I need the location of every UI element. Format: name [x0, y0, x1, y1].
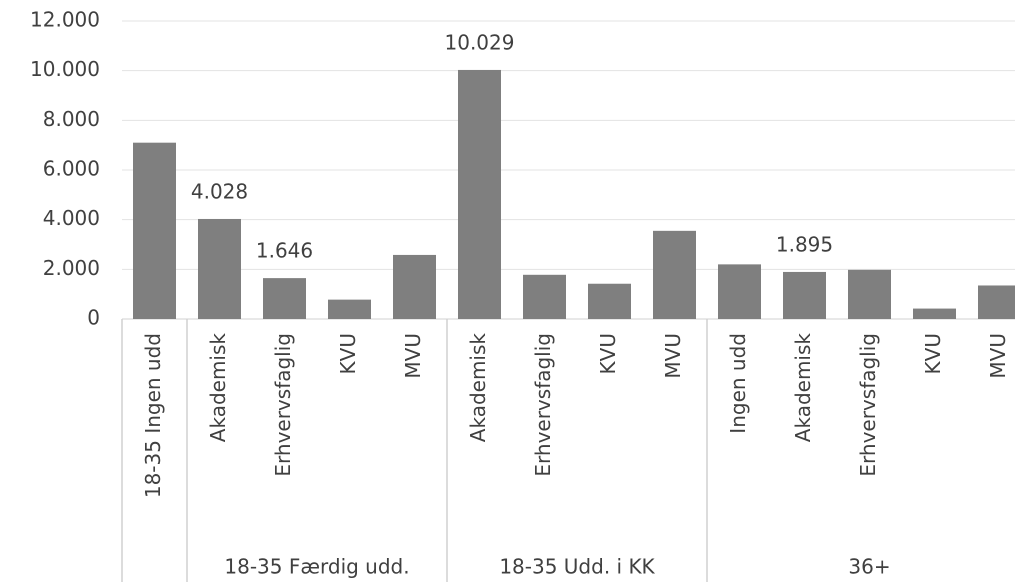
y-tick-label: 12.000	[30, 8, 100, 32]
x-tick-label: KVU	[336, 333, 360, 374]
bar	[328, 299, 371, 319]
x-tick-label: Akademisk	[206, 333, 230, 443]
x-tick-label: 18-35 Ingen udd	[141, 333, 165, 498]
x-tick-label: Erhvervsfaglig	[271, 333, 295, 477]
y-tick-label: 2.000	[43, 256, 100, 280]
bar	[913, 308, 956, 319]
value-label: 1.646	[256, 239, 313, 263]
y-tick-label: 8.000	[43, 107, 100, 131]
bar	[393, 254, 436, 319]
group-label: 36+	[848, 555, 890, 579]
bar	[198, 218, 241, 319]
group-label: 18-35 Udd. i KK	[499, 555, 655, 579]
x-tick-label: MVU	[986, 333, 1010, 379]
y-tick-label: 4.000	[43, 206, 100, 230]
x-tick-label: KVU	[921, 333, 945, 374]
y-tick-label: 6.000	[43, 157, 100, 181]
bar	[133, 142, 176, 319]
value-label: 10.029	[445, 30, 515, 54]
x-tick-label: Ingen udd	[726, 333, 750, 434]
bar	[653, 230, 696, 319]
bar	[523, 274, 566, 319]
value-label: 4.028	[191, 179, 248, 203]
bar	[588, 283, 631, 319]
x-tick-label: KVU	[596, 333, 620, 374]
bar	[848, 269, 891, 319]
bar	[263, 278, 306, 319]
value-label: 1.895	[776, 232, 833, 256]
x-tick-label: MVU	[661, 333, 685, 379]
x-tick-label: Akademisk	[791, 333, 815, 443]
bar	[978, 285, 1015, 319]
y-tick-label: 10.000	[30, 57, 100, 81]
y-tick-label: 0	[87, 306, 100, 330]
x-tick-label: Erhvervsfaglig	[856, 333, 880, 477]
bar	[783, 271, 826, 319]
group-label: 18-35 Færdig udd.	[224, 555, 409, 579]
bar	[718, 264, 761, 319]
x-tick-label: Erhvervsfaglig	[531, 333, 555, 477]
bar	[458, 69, 501, 319]
x-tick-label: Akademisk	[466, 333, 490, 443]
x-tick-label: MVU	[401, 333, 425, 379]
